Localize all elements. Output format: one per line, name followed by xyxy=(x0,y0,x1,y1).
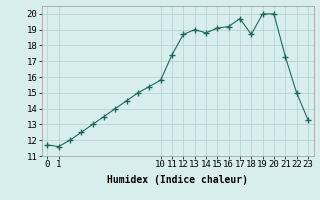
X-axis label: Humidex (Indice chaleur): Humidex (Indice chaleur) xyxy=(107,175,248,185)
